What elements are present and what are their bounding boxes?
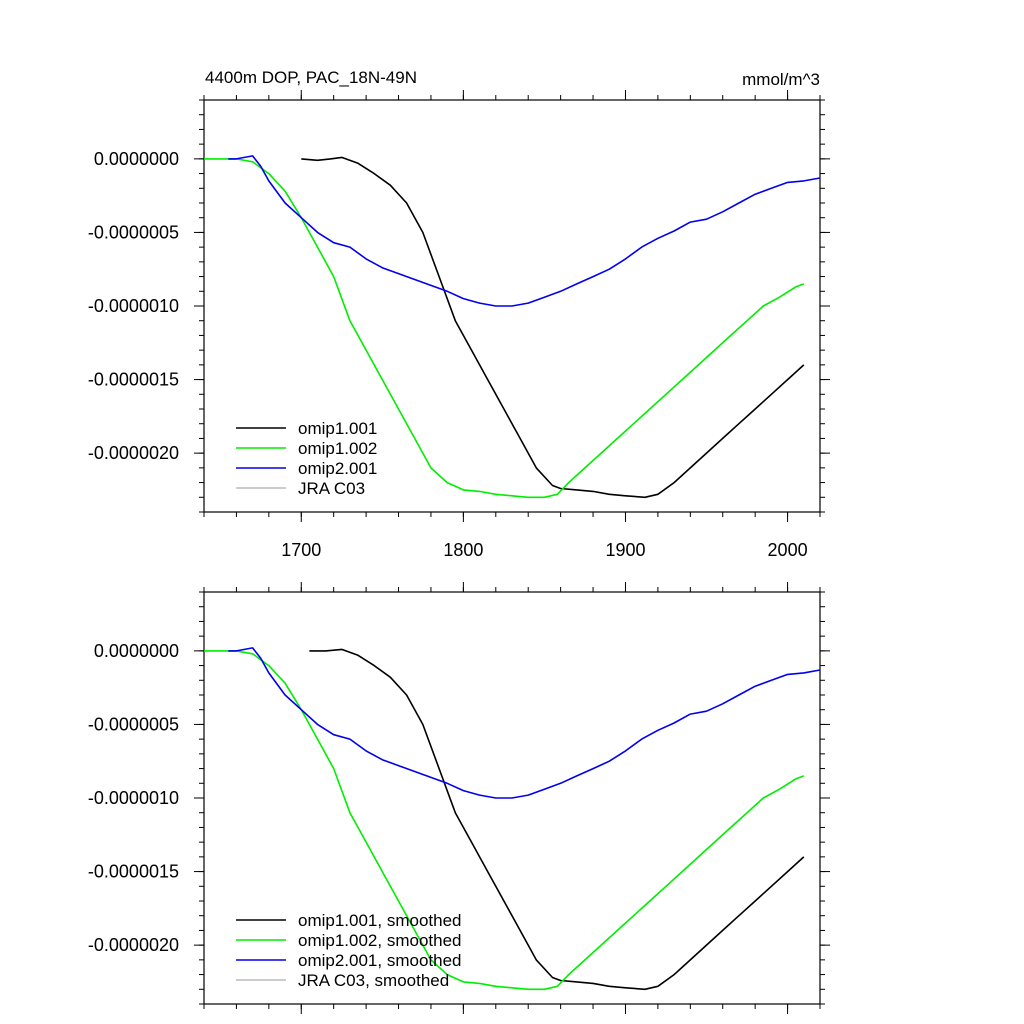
y-tick-label: -0.0000010	[88, 296, 179, 316]
y-tick-label: -0.0000015	[88, 862, 179, 882]
series-line	[301, 156, 805, 499]
legend-label: omip2.001	[298, 459, 377, 478]
y-tick-label: -0.0000010	[88, 788, 179, 808]
x-tick-label: 1800	[443, 540, 483, 560]
top-panel: 4400m DOP, PAC_18N-49N mmol/m^3 1700 1800…	[88, 68, 830, 560]
legend-label: omip1.002, smoothed	[298, 931, 462, 950]
series-line	[309, 648, 805, 991]
x-tick-label: 1900	[605, 540, 645, 560]
series-line	[228, 647, 821, 799]
legend-label: omip1.001, smoothed	[298, 911, 462, 930]
y-tick-label: -0.0000015	[88, 370, 179, 390]
y-tick-label: 0.0000000	[94, 149, 179, 169]
bottom-panel: 0.0000000 -0.0000005 -0.0000010 -0.0000015 -…	[88, 582, 830, 1014]
x-tick-label: 2000	[768, 540, 808, 560]
legend-label: omip2.001, smoothed	[298, 951, 462, 970]
y-tick-label: 0.0000000	[94, 641, 179, 661]
panel-title: 4400m DOP, PAC_18N-49N	[205, 68, 417, 87]
series-line	[204, 158, 805, 499]
legend-label: omip1.002	[298, 439, 377, 458]
legend-label: JRA C03, smoothed	[298, 971, 449, 990]
x-tick-label: 1700	[281, 540, 321, 560]
series-line	[228, 155, 821, 307]
y-tick-label: -0.0000005	[88, 222, 179, 242]
y-tick-label: -0.0000020	[88, 443, 179, 463]
units-label: mmol/m^3	[742, 70, 820, 89]
y-tick-label: -0.0000005	[88, 714, 179, 734]
y-tick-label: -0.0000020	[88, 935, 179, 955]
legend-label: JRA C03	[298, 479, 365, 498]
legend-label: omip1.001	[298, 419, 377, 438]
series-line	[204, 650, 805, 991]
